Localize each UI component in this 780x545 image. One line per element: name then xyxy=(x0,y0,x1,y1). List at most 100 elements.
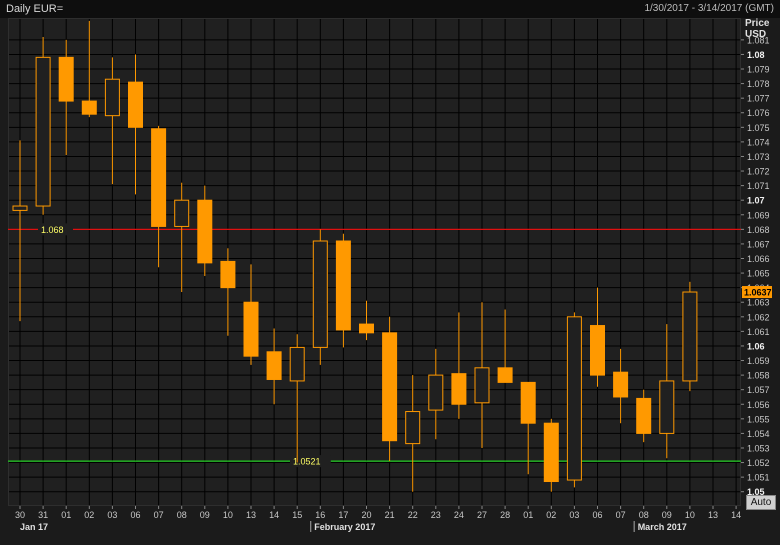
x-tick-label: 08 xyxy=(639,510,649,520)
y-tick-label: 1.078 xyxy=(747,79,770,89)
x-tick-label: 03 xyxy=(107,510,117,520)
x-tick-label: 14 xyxy=(269,510,279,520)
candle-body-up xyxy=(12,205,28,211)
candle-body-down xyxy=(243,301,259,357)
x-tick-label: 13 xyxy=(708,510,718,520)
candle-body-down xyxy=(359,323,374,334)
y-tick-label: 1.075 xyxy=(747,123,770,133)
candle-body-down xyxy=(151,128,167,227)
y-tick-label: 1.076 xyxy=(747,108,770,118)
y-tick-label: 1.077 xyxy=(747,94,770,104)
month-label: Jan 17 xyxy=(20,522,48,532)
last-price-label: 1.0637 xyxy=(744,288,772,298)
y-tick-label: 1.058 xyxy=(747,371,770,381)
x-tick-label: 07 xyxy=(154,510,164,520)
candle-body-down xyxy=(266,351,282,380)
candle-body-down xyxy=(520,381,536,424)
x-tick-label: 31 xyxy=(38,510,48,520)
y-axis-title-unit: USD xyxy=(745,29,767,40)
y-tick-label: 1.067 xyxy=(747,239,770,249)
candle-body-down xyxy=(613,371,629,398)
x-tick-label: 02 xyxy=(546,510,556,520)
candle-body-down xyxy=(636,397,652,434)
candle-body-down xyxy=(543,422,559,483)
x-tick-label: 09 xyxy=(662,510,672,520)
y-tick-label: 1.066 xyxy=(747,254,770,264)
y-axis-title: Price USD xyxy=(745,18,769,40)
candle-body-up xyxy=(405,411,421,445)
x-tick-label: 16 xyxy=(315,510,325,520)
candle-body-up xyxy=(474,367,490,404)
y-tick-label: 1.06 xyxy=(747,341,765,351)
x-tick-label: 17 xyxy=(338,510,348,520)
y-tick-label: 1.054 xyxy=(747,429,770,439)
x-tick-label: 15 xyxy=(292,510,302,520)
x-tick-label: 20 xyxy=(361,510,371,520)
candle-body-down xyxy=(451,373,467,405)
x-tick-label: 13 xyxy=(246,510,256,520)
candle-body-up xyxy=(428,374,444,411)
y-tick-label: 1.053 xyxy=(747,443,770,453)
y-tick-label: 1.07 xyxy=(747,196,765,206)
candle-body-up xyxy=(289,346,305,382)
y-tick-label: 1.072 xyxy=(747,167,770,177)
y-tick-label: 1.056 xyxy=(747,400,770,410)
candle-body-up xyxy=(174,199,190,227)
candle-body-up xyxy=(35,56,51,207)
horizontal-line-label: 1.068 xyxy=(41,225,64,235)
candle-body-down xyxy=(497,367,513,383)
x-tick-label: 01 xyxy=(523,510,533,520)
x-tick-label: 06 xyxy=(592,510,602,520)
horizontal-line-label: 1.0521 xyxy=(293,457,321,467)
candle-body-down xyxy=(128,81,143,128)
y-tick-label: 1.069 xyxy=(747,210,770,220)
x-tick-label: 08 xyxy=(177,510,187,520)
candle-body-up xyxy=(659,380,675,434)
last-price-marker xyxy=(742,286,772,299)
candle-body-down xyxy=(335,240,351,331)
y-tick-label: 1.061 xyxy=(747,327,770,337)
y-tick-label: 1.051 xyxy=(747,473,770,483)
y-axis-title-price: Price xyxy=(745,18,770,29)
candle-body-down xyxy=(220,260,236,289)
x-tick-label: 30 xyxy=(15,510,25,520)
candle-body-down xyxy=(382,332,398,442)
candle-body-up xyxy=(312,240,328,348)
x-tick-label: 10 xyxy=(685,510,695,520)
date-range: 1/30/2017 - 3/14/2017 (GMT) xyxy=(644,3,774,14)
y-tick-label: 1.062 xyxy=(747,312,770,322)
x-tick-label: 02 xyxy=(84,510,94,520)
candle-body-down xyxy=(81,100,97,115)
horizontal-line-label-bg xyxy=(38,223,73,236)
chart-title: Daily EUR= xyxy=(6,3,64,15)
x-tick-label: 27 xyxy=(477,510,487,520)
y-tick-label: 1.055 xyxy=(747,414,770,424)
candle-body-down xyxy=(197,199,213,264)
y-tick-label: 1.079 xyxy=(747,65,770,75)
candle-body-up xyxy=(104,78,120,117)
x-tick-label: 22 xyxy=(408,510,418,520)
y-tick-label: 1.08 xyxy=(747,50,765,60)
x-tick-label: 10 xyxy=(223,510,233,520)
y-tick-label: 1.059 xyxy=(747,356,770,366)
x-tick-label: 28 xyxy=(500,510,510,520)
y-tick-label: 1.071 xyxy=(747,181,770,191)
y-tick-label: 1.074 xyxy=(747,137,770,147)
y-tick-label: 1.081 xyxy=(747,35,770,45)
horizontal-line-label-bg xyxy=(290,455,331,468)
x-tick-label: 21 xyxy=(385,510,395,520)
x-tick-label: 06 xyxy=(130,510,140,520)
y-tick-label: 1.052 xyxy=(747,458,770,468)
x-tick-label: 07 xyxy=(616,510,626,520)
candle-body-down xyxy=(58,56,74,102)
x-tick-label: 03 xyxy=(569,510,579,520)
x-tick-label: 14 xyxy=(731,510,741,520)
month-label: February 2017 xyxy=(314,522,375,532)
x-tick-label: 09 xyxy=(200,510,210,520)
y-tick-label: 1.068 xyxy=(747,225,770,235)
y-tick-label: 1.063 xyxy=(747,298,770,308)
month-label: March 2017 xyxy=(638,522,687,532)
auto-scale-button[interactable]: Auto xyxy=(746,495,776,510)
x-tick-label: 24 xyxy=(454,510,464,520)
